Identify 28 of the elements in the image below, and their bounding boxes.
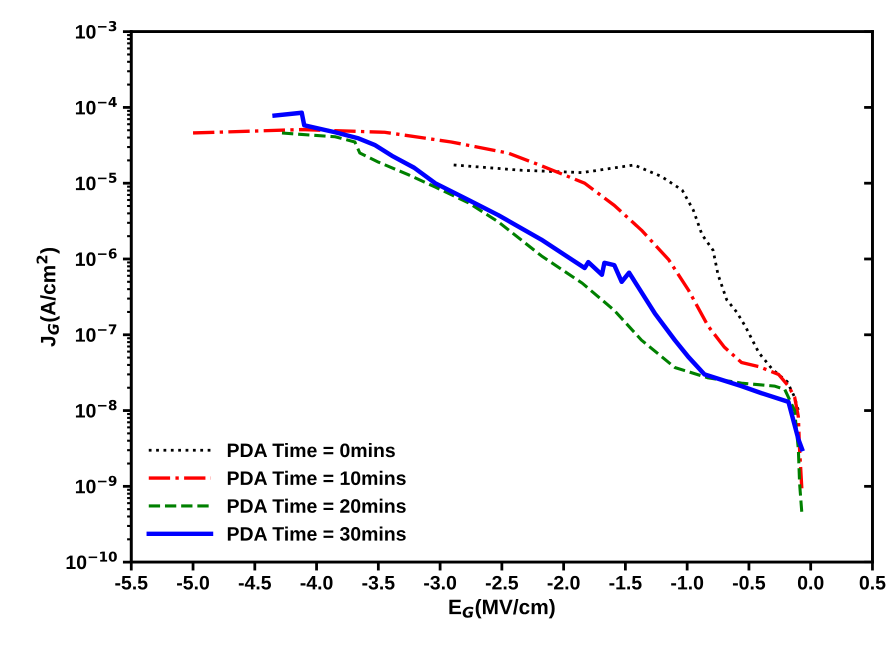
x-tick-label: -3.0 xyxy=(424,576,456,590)
x-tick-label: -5.0 xyxy=(177,576,209,590)
y-tick-label: 10$^{−7}$ xyxy=(76,324,116,342)
y-tick-label: 10$^{−8}$ xyxy=(76,400,117,418)
legend-label: PDA Time = 30mins xyxy=(228,526,406,541)
legend-label: PDA Time = 0mins xyxy=(228,442,395,458)
x-tick-label: -4.0 xyxy=(300,576,333,590)
y-tick-label: 10$^{−4}$ xyxy=(76,96,117,115)
x-tick-label: -2.5 xyxy=(486,576,518,590)
x-tick-label: -4.5 xyxy=(238,576,272,590)
legend-label: PDA Time = 10mins xyxy=(228,470,406,486)
y-tick-label: 10$^{−5}$ xyxy=(76,172,116,190)
y-tick-label: 10$^{−10}$ xyxy=(66,551,117,570)
x-tick-label: -5.5 xyxy=(115,576,148,590)
y-tick-label: 10$^{−6}$ xyxy=(76,248,117,266)
x-tick-label: -2.0 xyxy=(548,576,580,590)
x-tick-label: -0.5 xyxy=(732,576,766,590)
x-tick-label: -1.0 xyxy=(671,576,704,590)
y-tick-label: 10$^{−9}$ xyxy=(76,476,117,494)
x-tick-label: 0.5 xyxy=(860,576,886,590)
line-series xyxy=(452,164,800,412)
legend-label: PDA Time = 20mins xyxy=(228,498,406,513)
y-tick-label: 10$^{−3}$ xyxy=(76,20,116,39)
x-tick-label: -1.5 xyxy=(609,576,642,590)
x-axis-title: E$_{G}$(MV/cm) xyxy=(449,599,555,618)
x-tick-label: -3.5 xyxy=(362,576,395,590)
y-axis-title: J$_{G}$(A/cm$^{2}$) xyxy=(36,248,60,347)
x-tick-label: 0.0 xyxy=(798,576,824,590)
